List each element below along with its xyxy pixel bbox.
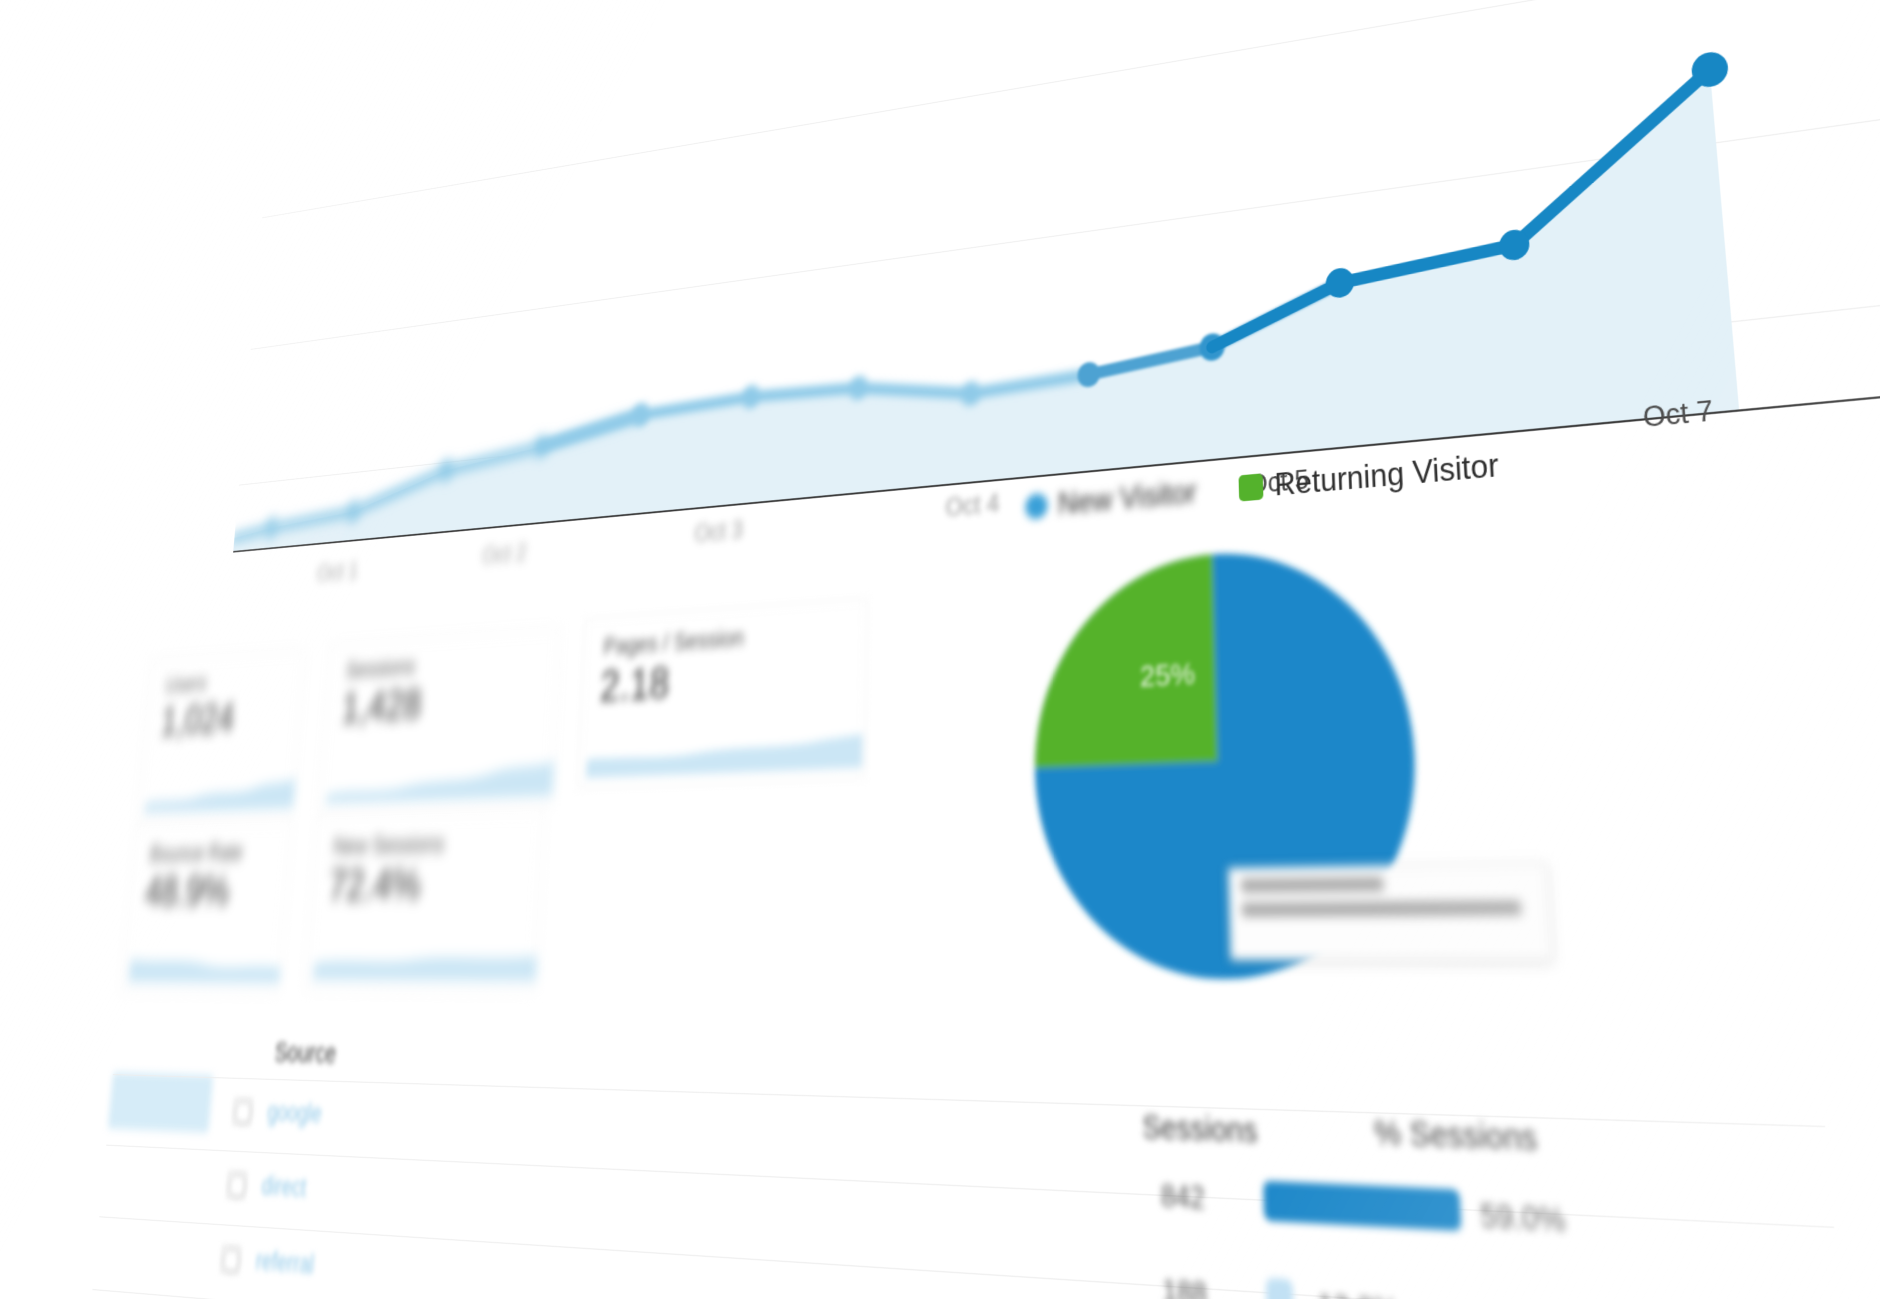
kpi-value: 72.4% — [327, 860, 423, 910]
kpi-label: Sessions — [345, 652, 417, 684]
table-header-sessions[interactable]: Sessions — [1142, 1109, 1258, 1151]
row-source-name[interactable]: google — [266, 1097, 323, 1128]
kpi-value: 2.18 — [599, 658, 671, 712]
table-header-source[interactable]: Source — [273, 1038, 338, 1070]
table-divider — [106, 1144, 1835, 1228]
table-divider — [112, 1074, 1826, 1128]
tooltip-line-1 — [1240, 876, 1384, 893]
row-sessions-value: 842 — [1160, 1178, 1206, 1216]
x-tick-label-oct2: Oct 2 — [481, 538, 528, 569]
kpi-card-new-sessions[interactable]: New Sessions 72.4% — [304, 810, 544, 992]
sparkline — [585, 734, 863, 778]
sparkline — [144, 778, 296, 813]
kpi-card-pages-per-session[interactable]: Pages / Session 2.18 — [577, 598, 868, 789]
tooltip-line-2 — [1241, 900, 1522, 918]
table-divider — [92, 1289, 1853, 1299]
pie-tooltip — [1228, 862, 1553, 961]
kpi-value: 1,428 — [340, 680, 423, 732]
kpi-card-bounce-rate[interactable]: Bounce Rate 48.9% — [120, 822, 292, 993]
kpi-label: Bounce Rate — [148, 838, 245, 867]
dashboard-board: Oct 1 Oct 2 Oct 3 Oct 4 Oct 5 Oct 7 User… — [92, 0, 1880, 1299]
row-bar — [1263, 1180, 1462, 1231]
kpi-label: Users — [164, 669, 208, 698]
visitor-type-pie-block[interactable]: New Visitor Returning Visitor — [1000, 437, 1650, 1077]
kpi-card-sessions[interactable]: Sessions 1,428 — [318, 627, 561, 814]
row-source-name[interactable]: referral — [254, 1245, 316, 1280]
kpi-label: New Sessions — [332, 829, 446, 860]
pie-slice-label-returning: 25% — [1140, 656, 1196, 694]
row-pct-value: 13.2% — [1317, 1288, 1399, 1299]
kpi-value: 1,024 — [159, 695, 237, 745]
legend-swatch-returning-visitor — [1238, 473, 1264, 502]
row-bar — [1265, 1277, 1294, 1299]
selected-row-highlight — [107, 1072, 214, 1133]
row-sessions-value: 188 — [1162, 1273, 1208, 1299]
kpi-value: 48.9% — [143, 867, 232, 916]
row-pct-value: 59.0% — [1479, 1197, 1567, 1239]
source-table[interactable]: Source Sessions % Sessions google 842 59… — [87, 1038, 1872, 1299]
sparkline — [128, 958, 282, 983]
sparkline — [312, 955, 538, 982]
x-tick-label-oct7: Oct 7 — [1641, 394, 1715, 434]
legend-swatch-new-visitor — [1025, 492, 1048, 520]
table-divider — [99, 1216, 1844, 1299]
sparkline — [325, 760, 555, 804]
kpi-label: Pages / Session — [602, 623, 745, 661]
row-source-name[interactable]: direct — [260, 1171, 308, 1203]
kpi-card-users[interactable]: Users 1,024 — [136, 649, 306, 823]
x-tick-label-oct4: Oct 4 — [945, 488, 1000, 522]
x-tick-label-oct3: Oct 3 — [693, 515, 744, 548]
table-header-pct-sessions[interactable]: % Sessions — [1373, 1114, 1539, 1159]
x-tick-label-oct1: Oct 1 — [316, 557, 360, 587]
